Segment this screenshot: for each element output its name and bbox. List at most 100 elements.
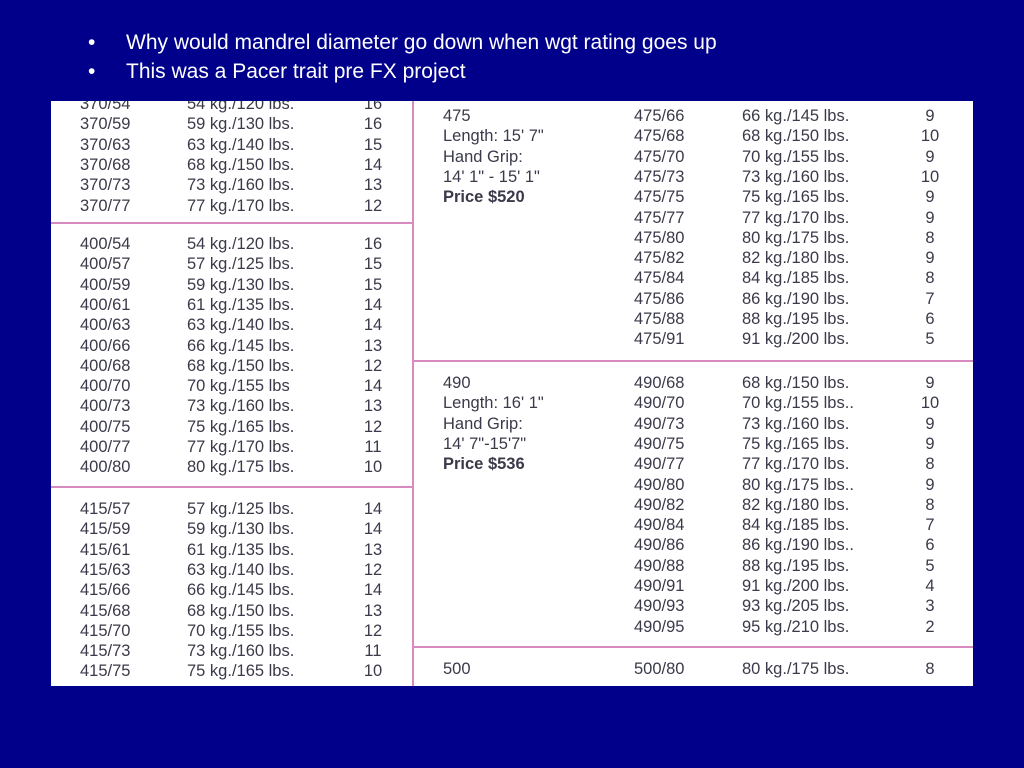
weight-cell: 80 kg./175 lbs.. — [742, 475, 854, 494]
count-cell: 12 — [363, 196, 383, 215]
model-info-line: 500 — [443, 660, 471, 678]
model-cell: 475/84 — [634, 269, 685, 288]
model-cell: 370/77 — [80, 196, 131, 215]
weight-cell: 91 kg./200 lbs. — [742, 577, 850, 595]
model-cell: 400/63 — [80, 316, 131, 335]
weight-cell: 66 kg./145 lbs. — [187, 336, 295, 355]
weight-cell: 73 kg./160 lbs. — [742, 414, 850, 433]
count-cell: 7 — [925, 516, 935, 535]
weight-cell: 70 kg./155 lbs — [187, 377, 290, 396]
count-cell: 15 — [363, 135, 383, 154]
model-info-line: 14' 7"-15'7" — [443, 434, 527, 453]
count-cell: 9 — [925, 188, 935, 207]
model-info-block: 475 Length: 15' 7" Hand Grip: 14' 1" - 15' … — [443, 106, 544, 207]
count-cell: 16 — [363, 101, 383, 113]
weight-cell: 66 kg./145 lbs. — [187, 581, 295, 600]
count-cell: 10 — [920, 394, 940, 413]
weight-cell: 77 kg./170 lbs. — [187, 196, 295, 215]
model-info-line: 475 — [443, 107, 471, 125]
weight-cell: 73 kg./160 lbs. — [187, 642, 295, 661]
model-cell: 400/75 — [80, 417, 131, 436]
count-cell: 5 — [925, 330, 935, 349]
group-divider — [414, 646, 973, 648]
model-cell: 415/73 — [80, 642, 131, 661]
group-divider — [414, 360, 973, 362]
count-cell: 8 — [925, 495, 935, 514]
count-cell: 13 — [363, 176, 383, 195]
count-cell: 2 — [925, 617, 935, 636]
count-cell: 5 — [925, 556, 935, 575]
weight-cell: 86 kg./190 lbs.. — [742, 536, 854, 555]
weight-cell: 68 kg./150 lbs. — [187, 356, 295, 375]
weight-cell: 73 kg./160 lbs. — [187, 397, 295, 416]
model-info-block: 490 Length: 16' 1" Hand Grip: 14' 7"-15'7" P… — [443, 373, 544, 474]
group-divider — [51, 486, 412, 488]
model-cell: 475/86 — [634, 289, 685, 308]
model-cell: 400/66 — [80, 336, 131, 355]
model-cell: 490/73 — [634, 414, 685, 433]
weight-cell: 82 kg./180 lbs. — [742, 249, 850, 268]
count-cell: 8 — [925, 228, 935, 247]
model-cell: 370/73 — [80, 176, 131, 195]
weight-cell: 68 kg./150 lbs. — [742, 127, 850, 146]
model-cell: 490/93 — [634, 597, 685, 616]
weight-cell: 77 kg./170 lbs. — [742, 208, 850, 227]
weight-cell: 70 kg./155 lbs.. — [742, 394, 854, 413]
weight-cell: 66 kg./145 lbs. — [742, 107, 850, 125]
count-cell: 9 — [925, 107, 935, 125]
weight-cell: 70 kg./155 lbs. — [187, 621, 295, 640]
model-cell: 400/77 — [80, 438, 131, 456]
count-cell: 14 — [363, 500, 383, 518]
model-cell: 475/73 — [634, 167, 685, 186]
model-cell: 370/63 — [80, 135, 131, 154]
weight-cell: 63 kg./140 lbs. — [187, 135, 295, 154]
model-cell: 415/57 — [80, 500, 131, 518]
model-cell: 490/84 — [634, 516, 685, 535]
count-cell: 12 — [363, 417, 383, 436]
model-info-line: Hand Grip: — [443, 414, 523, 433]
weight-cell: 68 kg./150 lbs. — [187, 155, 295, 174]
weight-cell: 82 kg./180 lbs. — [742, 495, 850, 514]
count-cell: 6 — [925, 310, 935, 328]
weight-cell: 88 kg./195 lbs. — [742, 310, 850, 328]
model-cell: 400/68 — [80, 356, 131, 375]
weight-cell: 95 kg./210 lbs. — [742, 617, 850, 636]
count-cell: 14 — [363, 520, 383, 539]
model-cell: 415/59 — [80, 520, 131, 539]
weight-cell: 84 kg./185 lbs. — [742, 516, 850, 535]
model-cell: 415/68 — [80, 601, 131, 620]
count-cell: 14 — [363, 155, 383, 174]
weight-cell: 75 kg./165 lbs. — [187, 417, 295, 436]
count-cell: 9 — [925, 147, 935, 166]
count-cell: 15 — [363, 275, 383, 294]
model-cell: 490/75 — [634, 434, 685, 453]
model-cell: 490/77 — [634, 455, 685, 474]
count-cell: 12 — [363, 621, 383, 640]
count-cell: 12 — [363, 560, 383, 579]
model-info-block: 500 — [443, 659, 471, 679]
model-info-line: Hand Grip: — [443, 147, 523, 166]
count-cell: 14 — [363, 377, 383, 396]
weight-cell: 54 kg./120 lbs. — [187, 101, 295, 113]
weight-cell: 70 kg./155 lbs. — [742, 147, 850, 166]
model-cell: 400/61 — [80, 295, 131, 314]
weight-cell: 59 kg./130 lbs. — [187, 115, 295, 134]
weight-cell: 61 kg./135 lbs. — [187, 540, 295, 559]
weight-cell: 68 kg./150 lbs. — [187, 601, 295, 620]
count-cell: 8 — [925, 660, 935, 678]
model-cell: 370/54 — [80, 101, 131, 113]
weight-cell: 73 kg./160 lbs. — [742, 167, 850, 186]
model-price: Price $520 — [443, 188, 525, 207]
model-cell: 490/88 — [634, 556, 685, 575]
model-info-line: Length: 16' 1" — [443, 394, 544, 413]
count-cell: 13 — [363, 397, 383, 416]
model-cell: 400/54 — [80, 235, 131, 253]
weight-cell: 59 kg./130 lbs. — [187, 520, 295, 539]
weight-cell: 93 kg./205 lbs. — [742, 597, 850, 616]
model-info-line: Length: 15' 7" — [443, 127, 544, 146]
count-cell: 16 — [363, 115, 383, 134]
count-cell: 14 — [363, 581, 383, 600]
count-cell: 14 — [363, 316, 383, 335]
weight-cell: 84 kg./185 lbs. — [742, 269, 850, 288]
weight-cell: 77 kg./170 lbs. — [187, 438, 295, 456]
